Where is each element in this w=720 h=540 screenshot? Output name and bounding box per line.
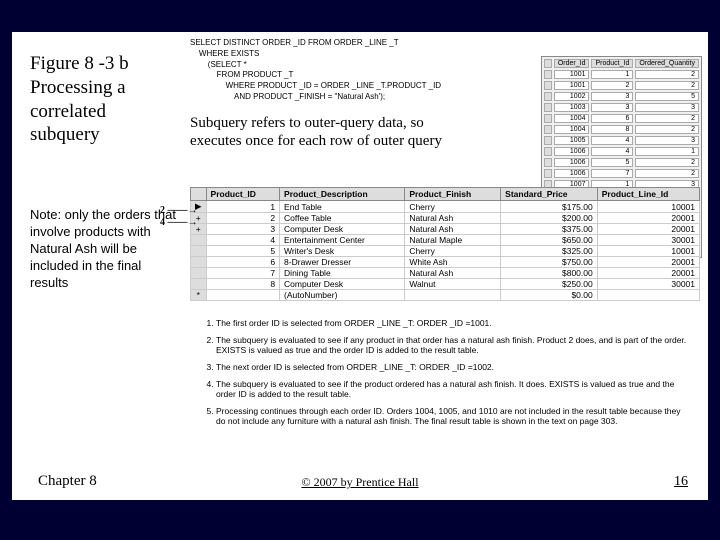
sql-line: SELECT DISTINCT ORDER _ID FROM ORDER _LI… [190, 38, 441, 49]
page-number: 16 [674, 474, 688, 490]
slide-content: Figure 8 -3 b Processing a correlated su… [12, 32, 708, 500]
step-1: The first order ID is selected from ORDE… [216, 318, 692, 329]
left-side-note: Note: only the orders that involve produ… [30, 207, 180, 291]
table-row: 100235 [544, 92, 699, 101]
table-row: 100112 [544, 70, 699, 79]
col-prod-desc: Product_Description [280, 188, 405, 201]
col-ordered-qty: Ordered_Quantity [635, 59, 699, 68]
col-product-id: Product_Id [591, 59, 633, 68]
product-table: Product_ID Product_Description Product_F… [190, 187, 700, 301]
col-line-id: Product_Line_Id [597, 188, 699, 201]
table-row: 100672 [544, 169, 699, 178]
col-std-price: Standard_Price [501, 188, 598, 201]
step-2: The subquery is evaluated to see if any … [216, 335, 692, 356]
product-table-wrap: 2 ——→ 4 ——→ Product_ID Product_Descripti… [190, 187, 700, 301]
col-prod-finish: Product_Finish [405, 188, 501, 201]
subquery-explanation: Subquery refers to outer-query data, so … [190, 114, 450, 150]
table-row: ▶1End TableCherry$175.0010001 [191, 201, 700, 213]
table-row: 100333 [544, 103, 699, 112]
table-row: 5Writer's DeskCherry$325.0010001 [191, 246, 700, 257]
table-row: 100482 [544, 125, 699, 134]
sql-line: WHERE PRODUCT _ID = ORDER _LINE _T.PRODU… [190, 81, 441, 92]
table-row: 7Dining TableNatural Ash$800.0020001 [191, 268, 700, 279]
step-3: The next order ID is selected from ORDER… [216, 362, 692, 373]
copyright-label: © 2007 by Prentice Hall [12, 475, 708, 490]
col-prod-id: Product_ID [206, 188, 280, 201]
sql-line: WHERE EXISTS [190, 49, 441, 60]
sql-line: AND PRODUCT _FINISH = "Natural Ash'); [190, 92, 441, 103]
table-row: 100641 [544, 147, 699, 156]
table-row: 100543 [544, 136, 699, 145]
sql-line: FROM PRODUCT _T [190, 70, 441, 81]
col-order-id: Order_Id [554, 59, 590, 68]
figure-title: Figure 8 -3 b Processing a correlated su… [30, 52, 180, 147]
table-row: 100462 [544, 114, 699, 123]
table-row: *(AutoNumber)$0.00 [191, 290, 700, 301]
table-row: 8Computer DeskWalnut$250.0030001 [191, 279, 700, 290]
sql-line: (SELECT * [190, 60, 441, 71]
processing-steps: The first order ID is selected from ORDE… [190, 312, 700, 441]
step-5: Processing continues through each order … [216, 406, 692, 427]
table-row: +3Computer DeskNatural Ash$375.0020001 [191, 224, 700, 235]
step-4: The subquery is evaluated to see if the … [216, 379, 692, 400]
table-row: 100652 [544, 158, 699, 167]
sql-code-block: SELECT DISTINCT ORDER _ID FROM ORDER _LI… [190, 38, 441, 103]
table-row: 68-Drawer DresserWhite Ash$750.0020001 [191, 257, 700, 268]
table-row: +2Coffee TableNatural Ash$200.0020001 [191, 213, 700, 224]
table-row: 4Entertainment CenterNatural Maple$650.0… [191, 235, 700, 246]
table-row: 100122 [544, 81, 699, 90]
